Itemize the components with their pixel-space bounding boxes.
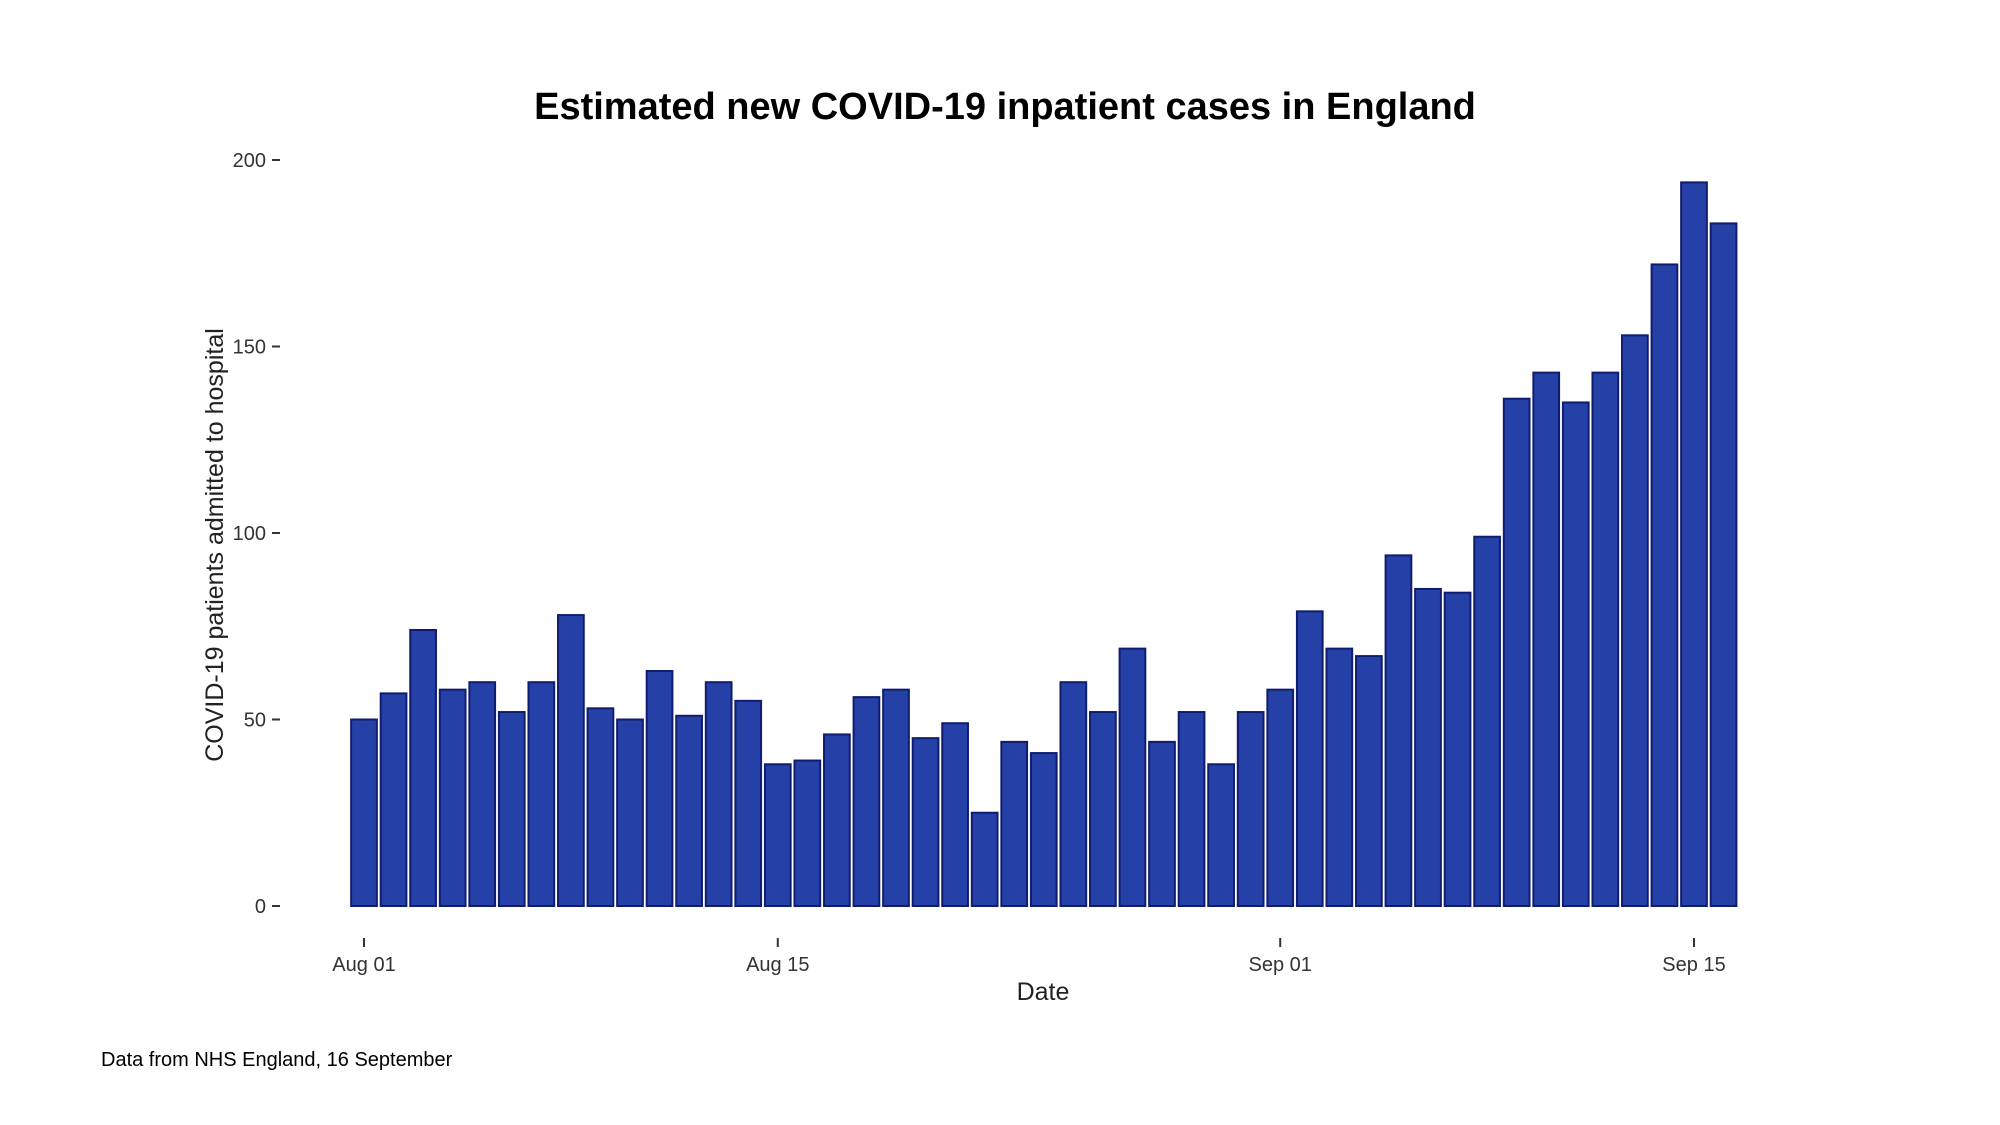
y-tick-label: 150: [233, 337, 266, 359]
bar-2020-09-11: [1561, 401, 1590, 907]
bar-2020-08-14: [734, 699, 763, 907]
bar-2020-08-09: [586, 707, 615, 907]
y-tick-label: 100: [233, 523, 266, 545]
bar-2020-08-06: [497, 711, 526, 907]
bar-2020-08-02: [379, 692, 408, 908]
bar-2020-09-12: [1591, 371, 1620, 907]
bar-2020-08-11: [645, 670, 674, 908]
bar-2020-08-29: [1177, 711, 1206, 907]
bar-2020-09-07: [1443, 591, 1472, 907]
bar-2020-08-25: [1059, 681, 1088, 908]
bar-2020-08-01: [350, 718, 378, 907]
bar-2020-08-22: [970, 811, 999, 907]
bar-2020-09-04: [1355, 655, 1383, 908]
bar-2020-08-30: [1207, 763, 1235, 908]
x-tick-label: Sep 15: [1662, 954, 1725, 976]
bar-2020-08-21: [941, 722, 969, 907]
bar-2020-09-06: [1414, 587, 1442, 907]
bar-2020-09-10: [1532, 371, 1561, 907]
bar-2020-08-26: [1089, 711, 1117, 907]
bar-2020-08-07: [527, 681, 556, 908]
bar-2020-09-02: [1295, 610, 1324, 908]
x-tick-label: Aug 01: [332, 954, 395, 976]
bar-2020-08-31: [1236, 711, 1265, 907]
bar-2020-09-14: [1650, 263, 1679, 907]
bar-2020-09-03: [1325, 647, 1354, 907]
y-tick-label: 0: [255, 896, 266, 918]
bar-2020-08-04: [438, 688, 467, 907]
x-axis: Aug 01 Aug 15 Sep 01 Sep 15: [332, 938, 1726, 976]
bar-2020-08-03: [409, 628, 437, 907]
bar-2020-08-12: [675, 714, 703, 908]
bar-2020-09-15: [1680, 181, 1708, 907]
bar-2020-08-18: [852, 696, 881, 907]
bar-2020-08-08: [557, 614, 585, 907]
bar-2020-08-17: [823, 733, 851, 907]
bar-2020-08-27: [1118, 647, 1147, 907]
bar-2020-09-13: [1621, 334, 1649, 907]
x-tick-label: Aug 15: [746, 954, 809, 976]
bar-2020-09-01: [1266, 688, 1295, 907]
bar-2020-08-13: [704, 681, 733, 908]
bar-2020-08-20: [911, 737, 940, 908]
bar-2020-08-10: [616, 718, 644, 907]
bar-2020-08-15: [763, 763, 792, 908]
bars-group: [350, 181, 1738, 908]
bar-2020-09-05: [1384, 554, 1413, 907]
bar-2020-08-16: [793, 759, 822, 908]
bar-2020-09-09: [1502, 397, 1531, 907]
y-tick-label: 200: [233, 150, 266, 172]
bar-2020-08-23: [1000, 740, 1029, 907]
bar-2020-08-24: [1029, 752, 1058, 907]
y-tick-label: 50: [244, 710, 266, 732]
x-tick-label: Sep 01: [1249, 954, 1312, 976]
bar-2020-08-19: [882, 688, 910, 907]
x-axis-label: Date: [1017, 978, 1070, 1006]
caption: Data from NHS England, 16 September: [101, 1049, 453, 1071]
bar-2020-08-05: [468, 681, 497, 908]
bar-2020-08-28: [1148, 740, 1176, 907]
y-axis: 0 50 100 150 200: [233, 150, 280, 918]
chart-title: Estimated new COVID-19 inpatient cases i…: [534, 86, 1476, 128]
y-axis-label: COVID-19 patients admitted to hospital: [201, 328, 229, 762]
bar-2020-09-16: [1709, 222, 1738, 908]
bar-2020-09-08: [1473, 535, 1501, 907]
